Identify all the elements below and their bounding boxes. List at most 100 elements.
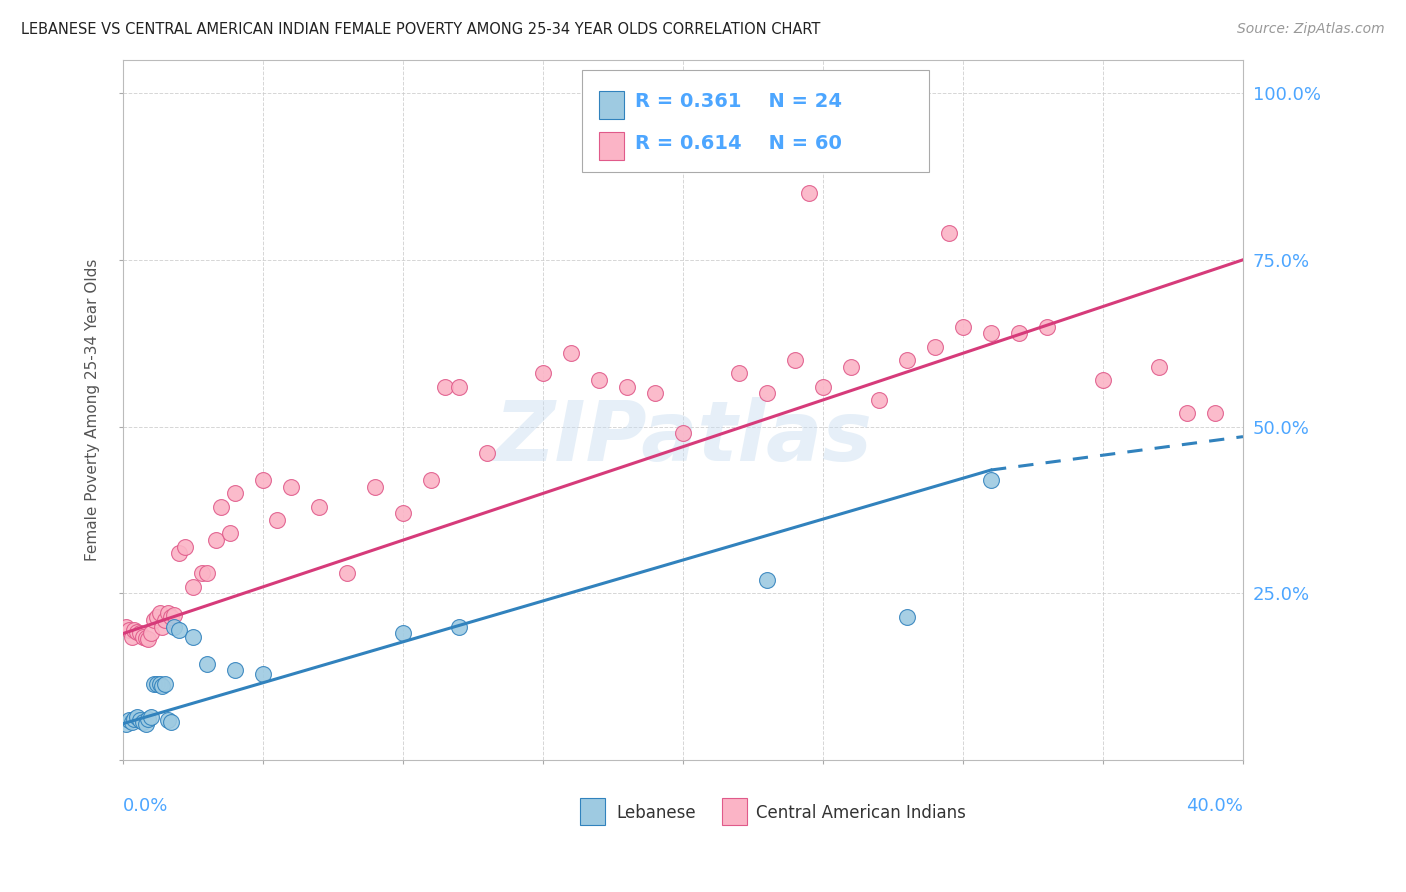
FancyBboxPatch shape — [723, 798, 747, 825]
Point — [1147, 359, 1170, 374]
Point — [560, 346, 582, 360]
Point — [127, 710, 149, 724]
Point — [252, 666, 274, 681]
Point — [224, 486, 246, 500]
FancyBboxPatch shape — [581, 798, 605, 825]
Point — [588, 373, 610, 387]
Point — [121, 714, 143, 729]
Point — [1204, 406, 1226, 420]
Point — [531, 366, 554, 380]
Point — [159, 714, 181, 729]
Point — [129, 626, 152, 640]
Point — [392, 626, 415, 640]
Point — [280, 480, 302, 494]
Point — [167, 623, 190, 637]
Point — [124, 712, 146, 726]
Text: 0.0%: 0.0% — [124, 797, 169, 814]
Point — [115, 620, 138, 634]
Point — [195, 566, 218, 581]
Text: Lebanese: Lebanese — [616, 804, 696, 822]
Point — [449, 620, 471, 634]
Text: ZIPatlas: ZIPatlas — [494, 398, 872, 478]
Point — [141, 710, 163, 724]
Point — [868, 392, 890, 407]
Point — [156, 713, 179, 727]
Text: LEBANESE VS CENTRAL AMERICAN INDIAN FEMALE POVERTY AMONG 25-34 YEAR OLDS CORRELA: LEBANESE VS CENTRAL AMERICAN INDIAN FEMA… — [21, 22, 821, 37]
FancyBboxPatch shape — [599, 91, 624, 120]
Point — [266, 513, 288, 527]
Point — [364, 480, 387, 494]
Point — [224, 663, 246, 677]
Point — [672, 426, 695, 441]
Point — [138, 632, 160, 646]
Point — [644, 386, 666, 401]
Point — [797, 186, 820, 200]
Point — [155, 676, 177, 690]
Point — [155, 613, 177, 627]
Point — [146, 676, 169, 690]
Point — [783, 352, 806, 367]
Point — [938, 226, 960, 240]
Point — [149, 607, 172, 621]
Point — [209, 500, 232, 514]
Point — [129, 713, 152, 727]
Point — [162, 620, 184, 634]
Point — [152, 679, 174, 693]
FancyBboxPatch shape — [582, 70, 929, 172]
Text: R = 0.614    N = 60: R = 0.614 N = 60 — [636, 134, 842, 153]
Point — [714, 93, 737, 107]
Point — [190, 566, 212, 581]
Point — [896, 609, 918, 624]
Point — [121, 630, 143, 644]
Point — [308, 500, 330, 514]
Point — [173, 540, 195, 554]
Point — [952, 319, 974, 334]
Point — [143, 613, 166, 627]
Point — [132, 714, 155, 729]
Point — [434, 379, 457, 393]
FancyBboxPatch shape — [599, 132, 624, 160]
Point — [449, 379, 471, 393]
Point — [811, 379, 834, 393]
Text: Central American Indians: Central American Indians — [756, 804, 966, 822]
Point — [218, 526, 240, 541]
Point — [1175, 406, 1198, 420]
Point — [475, 446, 498, 460]
Point — [392, 507, 415, 521]
Point — [756, 573, 779, 587]
Y-axis label: Female Poverty Among 25-34 Year Olds: Female Poverty Among 25-34 Year Olds — [86, 259, 100, 561]
Point — [132, 630, 155, 644]
Point — [756, 386, 779, 401]
Point — [1008, 326, 1031, 341]
Text: Source: ZipAtlas.com: Source: ZipAtlas.com — [1237, 22, 1385, 37]
Point — [616, 379, 638, 393]
Point — [204, 533, 226, 547]
Point — [1092, 373, 1115, 387]
Point — [146, 609, 169, 624]
Point — [118, 623, 141, 637]
Point — [839, 359, 862, 374]
Point — [181, 630, 204, 644]
Point — [141, 626, 163, 640]
Point — [138, 712, 160, 726]
Point — [252, 473, 274, 487]
Point — [115, 716, 138, 731]
Point — [181, 580, 204, 594]
Point — [127, 625, 149, 640]
Point — [135, 631, 157, 645]
Point — [896, 352, 918, 367]
Text: R = 0.361    N = 24: R = 0.361 N = 24 — [636, 92, 842, 112]
Point — [162, 607, 184, 622]
Point — [156, 607, 179, 621]
Point — [728, 366, 751, 380]
Point — [980, 473, 1002, 487]
Point — [143, 676, 166, 690]
Point — [118, 713, 141, 727]
Text: 40.0%: 40.0% — [1187, 797, 1243, 814]
Point — [124, 623, 146, 637]
Point — [159, 609, 181, 624]
Point — [167, 546, 190, 560]
Point — [135, 716, 157, 731]
Point — [1036, 319, 1059, 334]
Point — [336, 566, 359, 581]
